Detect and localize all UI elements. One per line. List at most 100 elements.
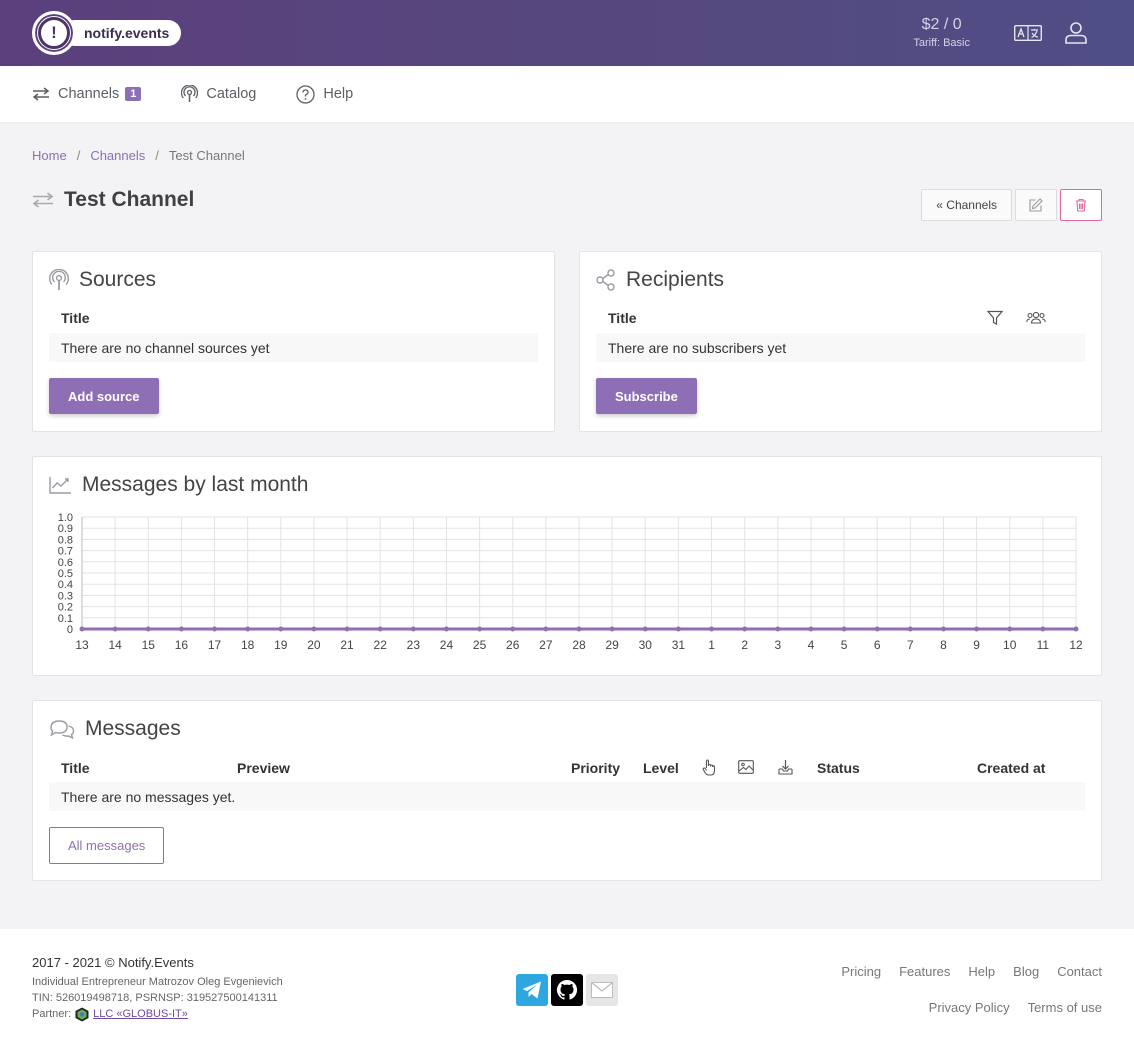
chart-data-point — [410, 626, 416, 632]
recipients-col-title: Title — [608, 310, 637, 326]
chart-data-point — [245, 626, 251, 632]
help-circle-icon — [296, 84, 316, 104]
partner-link[interactable]: LLC «GLOBUS-IT» — [93, 1008, 188, 1020]
page-actions: « Channels — [921, 189, 1102, 221]
sources-title: Sources — [79, 268, 157, 291]
logo-exclamation: ! — [38, 17, 70, 49]
chart-data-point — [974, 626, 980, 632]
chart-data-point — [609, 626, 615, 632]
telegram-link[interactable] — [516, 974, 548, 1006]
chart-data-point — [112, 626, 118, 632]
chart-data-point — [775, 626, 781, 632]
delete-button[interactable] — [1060, 189, 1102, 221]
footer-company-info: Individual Entrepreneur Matrozov Oleg Ev… — [32, 974, 283, 1022]
recipients-heading: Recipients — [596, 268, 724, 292]
share-icon — [596, 269, 615, 291]
translate-icon[interactable] — [1014, 20, 1042, 46]
chart-data-point — [907, 626, 913, 632]
breadcrumb-current: Test Channel — [168, 148, 245, 163]
subscribe-button[interactable]: Subscribe — [596, 378, 697, 414]
email-link[interactable] — [586, 974, 618, 1006]
chart-data-point — [808, 626, 814, 632]
back-to-channels-button[interactable]: « Channels — [921, 189, 1012, 221]
broadcast-icon — [49, 269, 69, 290]
sources-empty-row: There are no channel sources yet — [49, 333, 538, 362]
user-icon[interactable] — [1062, 20, 1090, 46]
chart-x-tick-label: 18 — [241, 638, 255, 652]
balance-amount: $2 / 0 — [921, 16, 962, 33]
chart-data-point — [841, 626, 847, 632]
chart-y-tick-label: 1.0 — [58, 512, 73, 524]
chart-x-tick-label: 10 — [1003, 638, 1017, 652]
chart-y-tick-label: 0.5 — [58, 568, 73, 580]
chart-x-tick-label: 1 — [708, 638, 715, 652]
footer-entrepreneur: Individual Entrepreneur Matrozov Oleg Ev… — [32, 976, 283, 988]
chart-data-point — [278, 626, 284, 632]
chart-x-tick-label: 19 — [274, 638, 288, 652]
social-links — [516, 974, 618, 1006]
chart-x-tick-label: 9 — [973, 638, 980, 652]
account-balance[interactable]: $2 / 0 Tariff: Basic — [913, 16, 970, 49]
chart-x-tick-label: 14 — [108, 638, 122, 652]
chart-y-tick-label: 0.8 — [58, 534, 73, 546]
github-icon — [556, 979, 578, 1000]
footer-links: Pricing Features Help Blog Contact Priva… — [841, 964, 1102, 1015]
footer-partner: Partner: LLC «GLOBUS-IT» — [32, 1006, 283, 1022]
chart-x-tick-label: 3 — [774, 638, 781, 652]
users-group-icon[interactable] — [1026, 310, 1046, 326]
brand-logo[interactable]: ! notify.events — [32, 10, 182, 56]
filter-icon[interactable] — [987, 310, 1003, 326]
all-messages-button[interactable]: All messages — [49, 827, 165, 864]
chart-x-tick-label: 15 — [142, 638, 156, 652]
breadcrumb-home[interactable]: Home — [32, 148, 67, 163]
messages-col-level: Level — [643, 760, 679, 776]
sources-col-title: Title — [61, 310, 90, 326]
footer-link-help[interactable]: Help — [968, 964, 996, 979]
swap-arrows-icon — [32, 192, 54, 208]
footer-link-terms[interactable]: Terms of use — [1027, 1000, 1102, 1015]
chart-y-tick-label: 0.2 — [58, 602, 73, 614]
chart-data-point — [742, 626, 748, 632]
nav-channels[interactable]: Channels 1 — [32, 86, 142, 102]
footer-link-pricing[interactable]: Pricing — [841, 964, 882, 979]
edit-button[interactable] — [1015, 189, 1057, 221]
messages-col-status: Status — [817, 760, 860, 776]
chart-data-point — [377, 626, 383, 632]
chart-data-point — [675, 626, 681, 632]
footer-link-features[interactable]: Features — [899, 964, 951, 979]
add-source-button[interactable]: Add source — [49, 378, 159, 414]
chart-y-tick-label: 0.4 — [58, 579, 73, 591]
mail-icon — [591, 982, 613, 998]
chart-x-tick-label: 5 — [841, 638, 848, 652]
chart-x-tick-label: 20 — [307, 638, 321, 652]
chart-data-point — [642, 626, 648, 632]
github-link[interactable] — [551, 974, 583, 1006]
partner-label: Partner: — [32, 1008, 72, 1020]
swap-arrows-icon — [32, 87, 50, 101]
sources-card: Sources Title There are no channel sourc… — [32, 251, 555, 432]
footer-link-privacy[interactable]: Privacy Policy — [928, 1000, 1010, 1015]
footer-link-contact[interactable]: Contact — [1057, 964, 1102, 979]
chart-y-tick-label: 0 — [67, 624, 73, 636]
footer-copyright: 2017 - 2021 © Notify.Events — [32, 955, 194, 970]
footer-link-blog[interactable]: Blog — [1013, 964, 1040, 979]
chart-data-point — [1007, 626, 1013, 632]
chart-x-tick-label: 12 — [1069, 638, 1083, 652]
main-nav: Channels 1 Catalog Help — [0, 66, 1134, 122]
breadcrumb-channels[interactable]: Channels — [90, 148, 146, 163]
pointer-hand-icon — [702, 759, 716, 776]
nav-help[interactable]: Help — [296, 84, 353, 104]
chart-data-point — [311, 626, 317, 632]
chart-data-point — [1073, 626, 1079, 632]
breadcrumb-separator: / — [76, 148, 81, 163]
sources-heading: Sources — [49, 268, 156, 292]
nav-catalog[interactable]: Catalog — [181, 85, 256, 103]
chart-data-point — [145, 626, 151, 632]
chart-data-point — [79, 626, 85, 632]
chart-x-tick-label: 23 — [407, 638, 421, 652]
page-title: Test Channel — [32, 188, 194, 212]
chart-y-tick-label: 0.7 — [58, 546, 73, 558]
messages-chart-card: Messages by last month 1.0 0.9 0.8 0.7 0.6 0.… — [32, 456, 1102, 676]
chart-x-tick-label: 16 — [175, 638, 189, 652]
